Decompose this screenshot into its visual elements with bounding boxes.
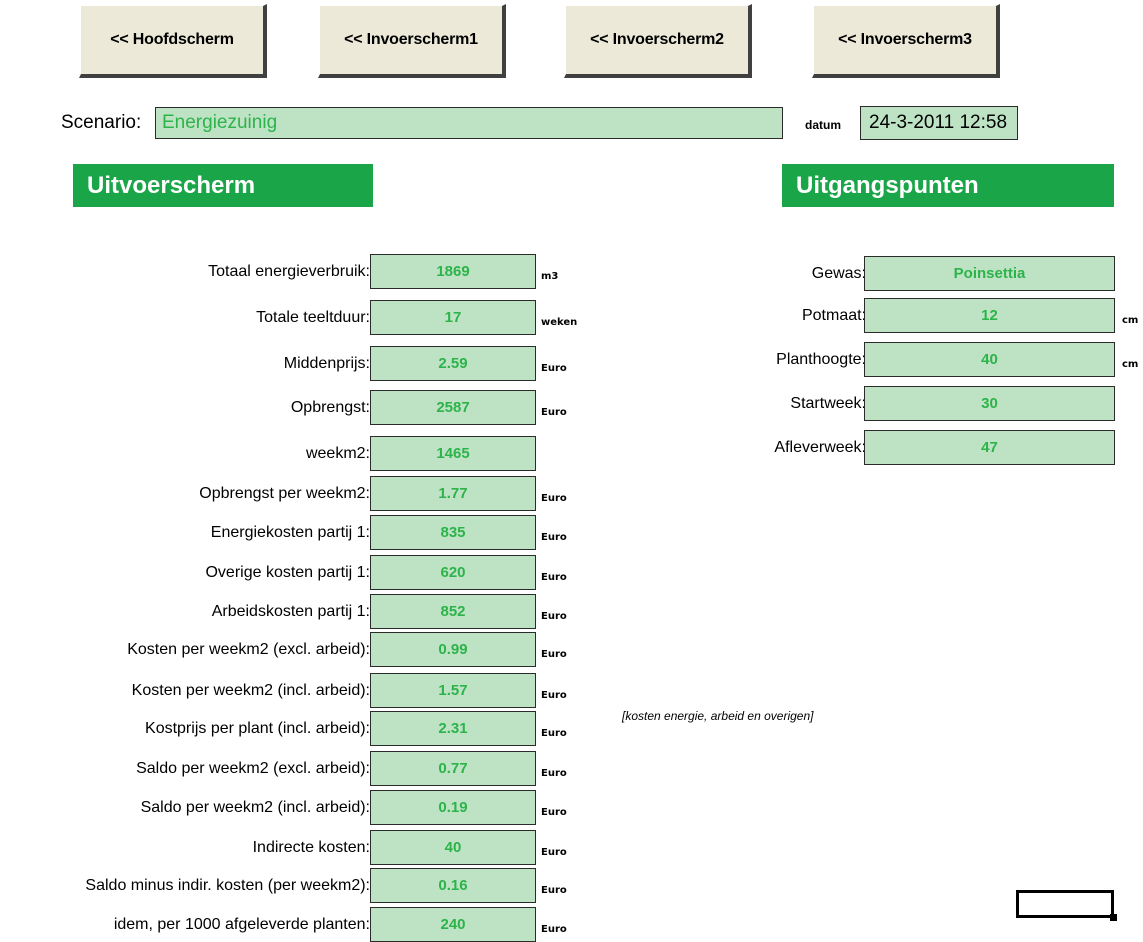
output-row-label: Overige kosten partij 1: — [205, 564, 370, 581]
output-row-value[interactable]: 1869 — [370, 254, 536, 289]
output-row-value[interactable]: 2587 — [370, 390, 536, 425]
output-row-unit: Euro — [541, 363, 567, 374]
output-row-value[interactable]: 1.57 — [370, 673, 536, 708]
selection-box[interactable] — [1016, 890, 1117, 921]
output-row-label: Opbrengst per weekm2: — [199, 485, 370, 502]
output-row-value[interactable]: 835 — [370, 515, 536, 550]
output-row-label: Kostprijs per plant (incl. arbeid): — [145, 720, 370, 737]
output-row-label: idem, per 1000 afgeleverde planten: — [113, 916, 370, 933]
output-row-label: Kosten per weekm2 (excl. arbeid): — [127, 641, 370, 658]
output-row-unit: Euro — [541, 847, 567, 858]
output-row-value[interactable]: 2.59 — [370, 346, 536, 381]
output-row-unit: Euro — [541, 649, 567, 660]
invoerscherm2-button[interactable]: << Invoerscherm2 — [564, 4, 752, 78]
output-row-unit: Euro — [541, 611, 567, 622]
input-row-label: Planthoogte: — [776, 351, 866, 368]
output-row-value[interactable]: 40 — [370, 830, 536, 865]
scenario-label: Scenario: — [61, 112, 142, 133]
input-row-label: Startweek: — [790, 395, 866, 412]
output-row-label: Energiekosten partij 1: — [210, 524, 370, 541]
output-row-unit: Euro — [541, 807, 567, 818]
scenario-field[interactable]: Energiezuinig — [155, 107, 783, 139]
input-row-value[interactable]: 40 — [864, 342, 1115, 377]
uitgangspunten-header: Uitgangspunten — [782, 164, 1114, 207]
output-row-unit: Euro — [541, 690, 567, 701]
datum-label: datum — [805, 118, 841, 132]
fill-handle[interactable] — [1110, 914, 1117, 921]
output-row-unit: Euro — [541, 572, 567, 583]
uitvoerscherm-header: Uitvoerscherm — [73, 164, 373, 207]
output-row-value[interactable]: 2.31 — [370, 711, 536, 746]
output-row-label: Arbeidskosten partij 1: — [211, 603, 370, 620]
invoerscherm3-button[interactable]: << Invoerscherm3 — [812, 4, 1000, 78]
datum-field[interactable]: 24-3-2011 12:58 — [860, 106, 1018, 140]
output-row-label: Opbrengst: — [290, 399, 370, 416]
input-row-label: Potmaat: — [801, 307, 866, 324]
output-row-label: Saldo minus indir. kosten (per weekm2): — [85, 877, 370, 894]
output-row-unit: Euro — [541, 728, 567, 739]
output-row-unit: Euro — [541, 493, 567, 504]
output-row-label: Saldo per weekm2 (excl. arbeid): — [136, 760, 370, 777]
output-row-value[interactable]: 0.19 — [370, 790, 536, 825]
output-row-unit: Euro — [541, 407, 567, 418]
kosten-note: [kosten energie, arbeid en overigen] — [622, 709, 814, 723]
invoerscherm1-button[interactable]: << Invoerscherm1 — [318, 4, 506, 78]
output-row-label: Saldo per weekm2 (incl. arbeid): — [140, 799, 370, 816]
input-row-unit: cm — [1122, 315, 1139, 326]
output-row-value[interactable]: 852 — [370, 594, 536, 629]
output-row-value[interactable]: 17 — [370, 300, 536, 335]
input-row-value[interactable]: 47 — [864, 430, 1115, 465]
output-row-value[interactable]: 0.99 — [370, 632, 536, 667]
output-row-unit: Euro — [541, 768, 567, 779]
input-row-value[interactable]: 30 — [864, 386, 1115, 421]
output-row-label: Kosten per weekm2 (incl. arbeid): — [131, 682, 370, 699]
input-row-label: Gewas: — [811, 265, 866, 282]
output-row-label: weekm2: — [305, 445, 370, 462]
input-row-value[interactable]: Poinsettia — [864, 256, 1115, 291]
output-row-label: Totale teeltduur: — [256, 309, 370, 326]
output-row-unit: Euro — [541, 532, 567, 543]
output-row-label: Indirecte kosten: — [252, 839, 370, 856]
output-row-unit: weken — [541, 317, 578, 328]
output-row-value[interactable]: 0.77 — [370, 751, 536, 786]
output-row-value[interactable]: 1.77 — [370, 476, 536, 511]
output-row-unit: Euro — [541, 885, 567, 896]
output-row-value[interactable]: 240 — [370, 907, 536, 942]
output-row-value[interactable]: 1465 — [370, 436, 536, 471]
input-row-value[interactable]: 12 — [864, 298, 1115, 333]
hoofdscherm-button[interactable]: << Hoofdscherm — [79, 4, 267, 78]
output-row-label: Middenprijs: — [283, 355, 370, 372]
input-row-label: Afleverweek: — [774, 439, 866, 456]
input-row-unit: cm — [1122, 359, 1139, 370]
output-row-value[interactable]: 0.16 — [370, 868, 536, 903]
output-row-unit: m3 — [541, 271, 559, 282]
output-row-label: Totaal energieverbruik: — [208, 263, 370, 280]
output-row-value[interactable]: 620 — [370, 555, 536, 590]
